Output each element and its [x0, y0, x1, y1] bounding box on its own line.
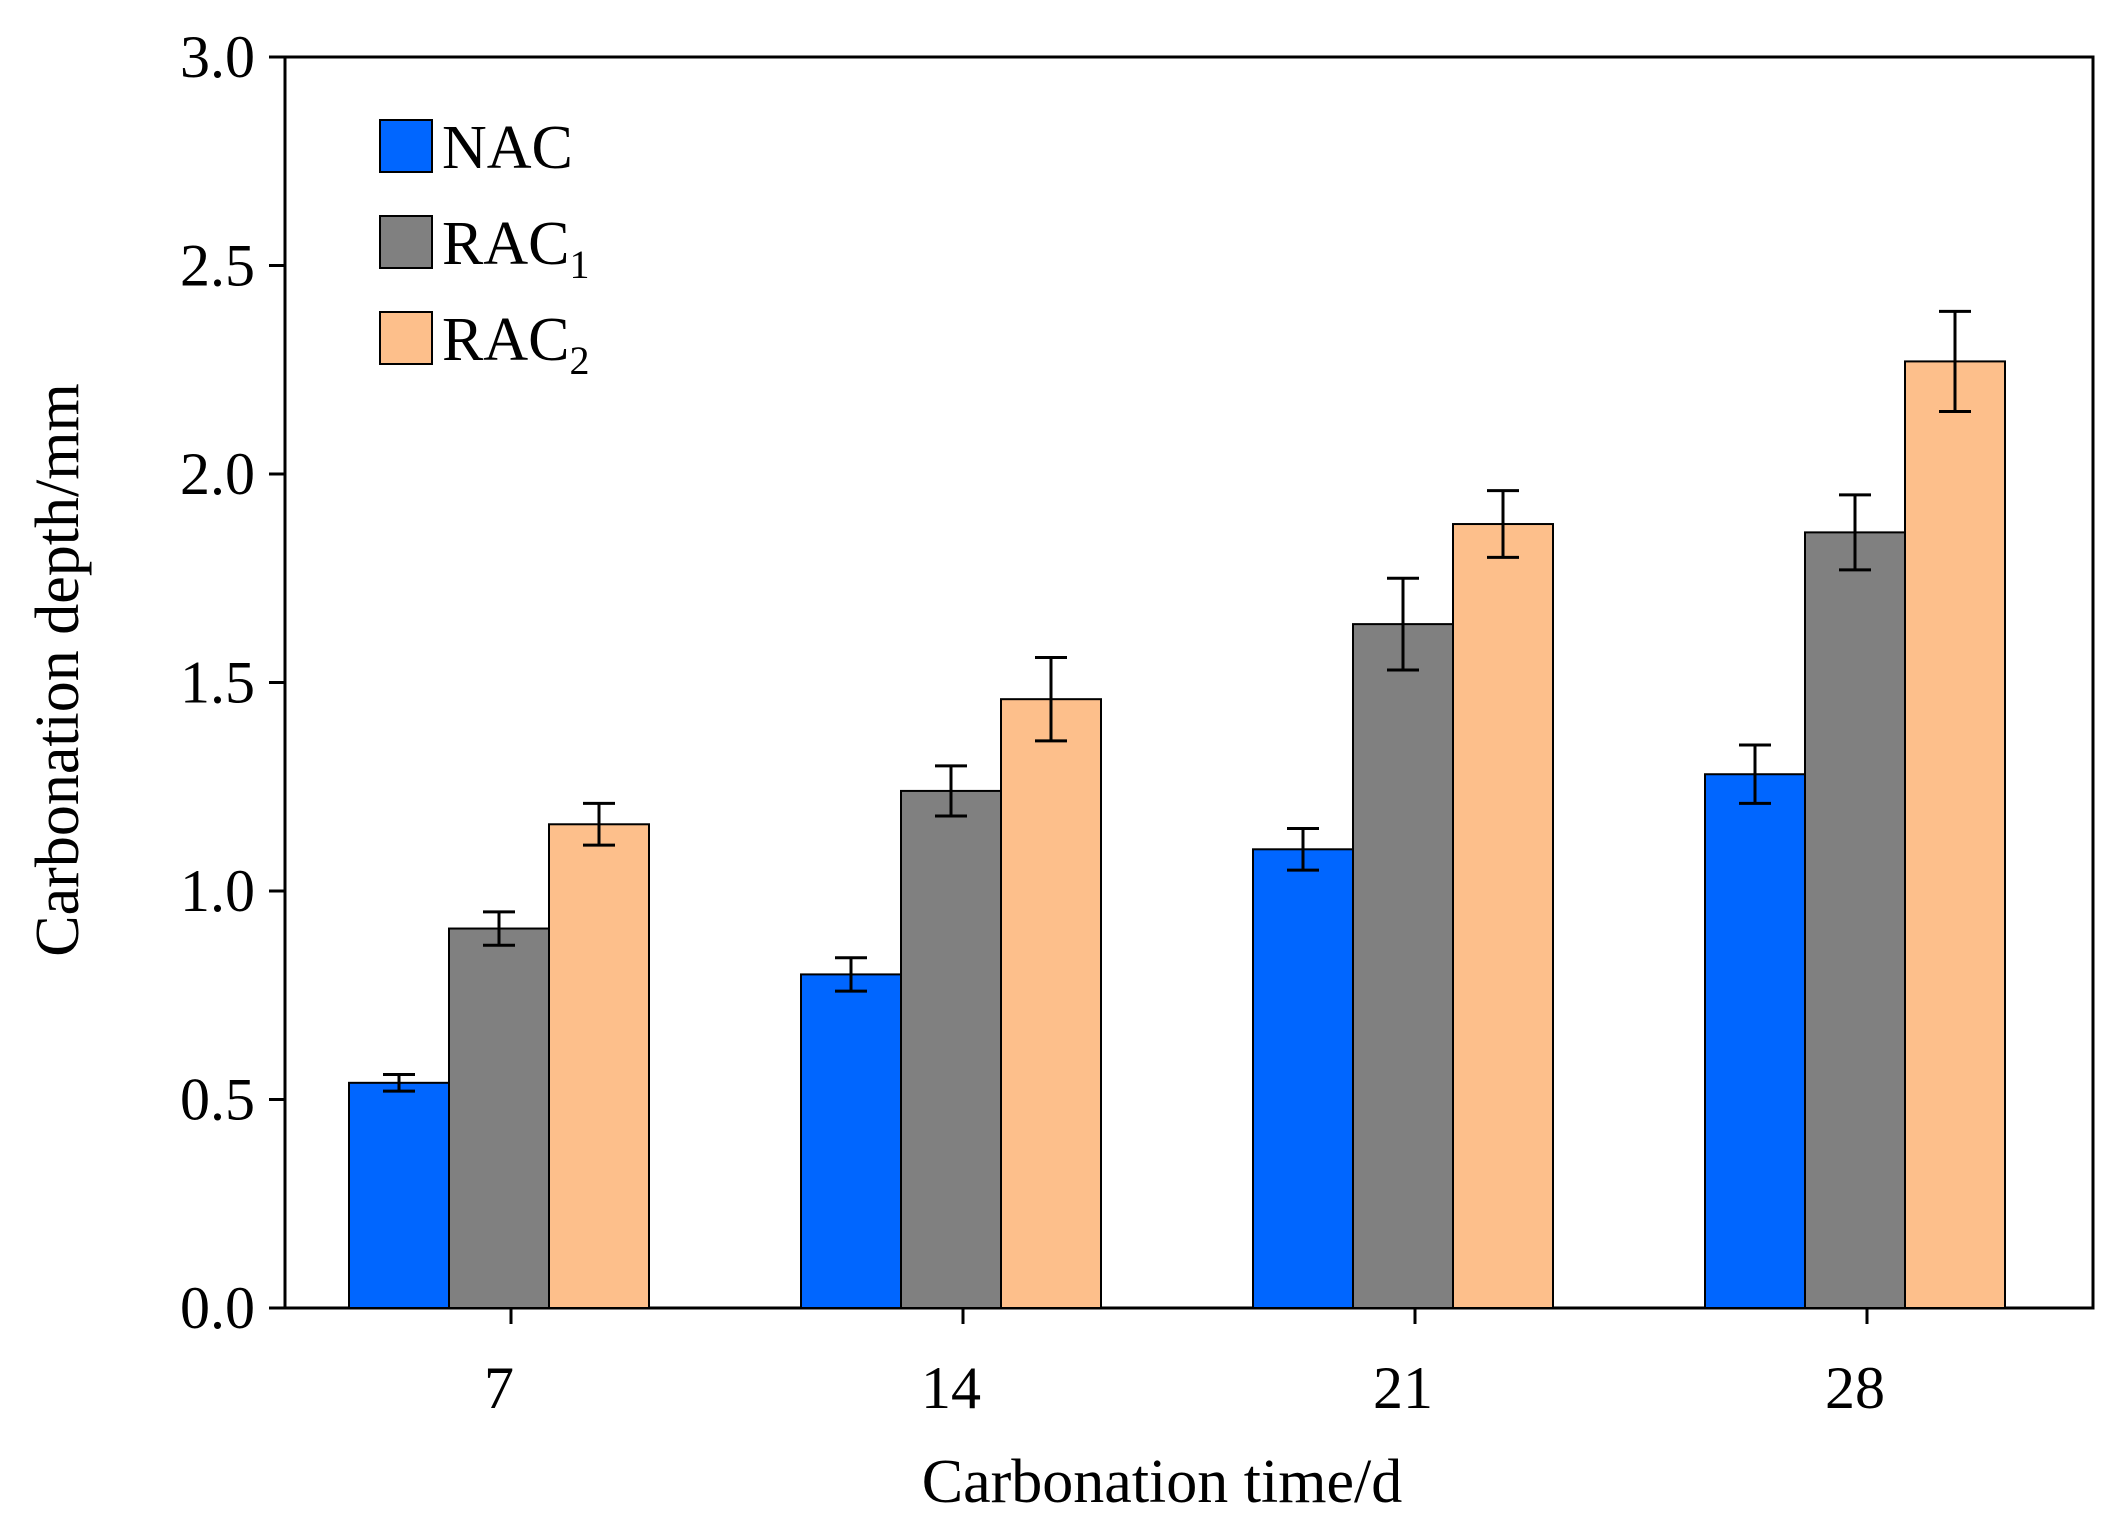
- bar: [448, 927, 550, 1310]
- y-axis-title: Carbonation depth/mm: [24, 383, 92, 956]
- x-tick-label: 14: [921, 1355, 981, 1421]
- bar: [348, 1081, 450, 1309]
- x-tick-label: 28: [1825, 1355, 1885, 1421]
- bar: [1804, 531, 1906, 1309]
- bars-layer: [348, 360, 2006, 1310]
- y-tick-label: 2.0: [180, 441, 255, 507]
- legend-label: NAC: [442, 114, 573, 182]
- bar: [1704, 773, 1806, 1309]
- bar: [900, 789, 1002, 1309]
- y-tick-label: 0.5: [180, 1067, 255, 1133]
- legend-label: RAC2: [442, 306, 589, 383]
- y-tick-label: 0.0: [180, 1275, 255, 1341]
- legend-swatch: [379, 119, 433, 173]
- legend-swatch: [379, 215, 433, 269]
- bar: [1252, 848, 1354, 1309]
- error-bars-layer: [383, 309, 1971, 1093]
- x-tick-label: 7: [484, 1355, 514, 1421]
- y-tick-label: 2.5: [180, 233, 255, 299]
- legend-swatch: [379, 311, 433, 365]
- bar: [1000, 698, 1102, 1309]
- x-axis-title: Carbonation time/d: [922, 1448, 1402, 1516]
- legend-label: RAC1: [442, 210, 589, 287]
- axes-layer: 0.0 0.5 1.0 1.5 2.0 2.5 3.0 7 14 21 28: [180, 24, 1885, 1421]
- bar: [1904, 360, 2006, 1310]
- bar: [1452, 523, 1554, 1309]
- legend: NAC RAC1 RAC2: [379, 114, 589, 383]
- x-tick-label: 21: [1373, 1355, 1433, 1421]
- y-tick-label: 1.0: [180, 858, 255, 924]
- bar: [1352, 623, 1454, 1309]
- bar: [800, 973, 902, 1310]
- y-tick-label: 1.5: [180, 650, 255, 716]
- y-tick-label: 3.0: [180, 24, 255, 90]
- bar: [548, 823, 650, 1310]
